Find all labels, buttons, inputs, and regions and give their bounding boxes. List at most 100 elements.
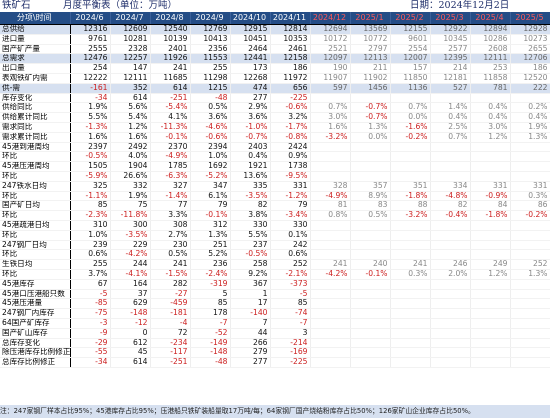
- table-cell[interactable]: -4.1%: [110, 269, 151, 280]
- table-cell[interactable]: [390, 337, 431, 349]
- table-cell[interactable]: 5: [190, 289, 231, 300]
- table-cell[interactable]: 2797: [350, 44, 391, 55]
- row-label[interactable]: 64国产矿库存: [0, 318, 71, 329]
- table-cell[interactable]: 1904: [110, 161, 151, 172]
- table-cell[interactable]: 1.6%: [310, 122, 351, 133]
- table-cell[interactable]: 10451: [230, 34, 271, 45]
- table-cell[interactable]: 3.3%: [150, 210, 191, 221]
- row-label[interactable]: 总库存比例修正: [0, 357, 71, 368]
- table-cell[interactable]: 72: [150, 328, 191, 339]
- table-cell[interactable]: -1.8%: [390, 191, 431, 202]
- table-cell[interactable]: -0.7%: [230, 132, 271, 143]
- table-cell[interactable]: [510, 141, 550, 153]
- table-cell[interactable]: 9.2%: [230, 269, 271, 280]
- row-label[interactable]: 总需求: [0, 53, 71, 65]
- table-cell[interactable]: 327: [150, 181, 191, 192]
- table-cell[interactable]: -4.8%: [430, 191, 471, 202]
- table-cell[interactable]: -3: [70, 318, 111, 329]
- table-cell[interactable]: 1.2%: [110, 122, 151, 133]
- table-cell[interactable]: 11972: [270, 73, 311, 84]
- table-cell[interactable]: [310, 298, 351, 310]
- table-cell[interactable]: 12113: [350, 53, 391, 65]
- table-cell[interactable]: -5.4%: [150, 102, 191, 114]
- table-cell[interactable]: [310, 151, 351, 163]
- table-cell[interactable]: -1.4%: [150, 191, 191, 202]
- table-cell[interactable]: [470, 289, 511, 300]
- table-cell[interactable]: -3.5%: [110, 230, 151, 241]
- column-header-month[interactable]: 2024/12: [310, 12, 351, 25]
- table-cell[interactable]: [350, 240, 391, 251]
- table-cell[interactable]: 332: [110, 181, 151, 192]
- table-cell[interactable]: 0.5%: [150, 249, 191, 261]
- table-cell[interactable]: -181: [150, 308, 191, 319]
- table-cell[interactable]: 252: [270, 259, 311, 270]
- table-cell[interactable]: -2.4%: [190, 269, 231, 280]
- table-cell[interactable]: 1785: [150, 161, 191, 172]
- table-cell[interactable]: 2.9%: [230, 102, 271, 114]
- table-cell[interactable]: 1.9%: [510, 122, 550, 133]
- table-cell[interactable]: 10273: [510, 34, 550, 45]
- table-cell[interactable]: [430, 92, 471, 104]
- table-cell[interactable]: 0.3%: [510, 191, 550, 202]
- table-cell[interactable]: [430, 278, 471, 290]
- table-cell[interactable]: 0.7%: [310, 102, 351, 114]
- row-label[interactable]: 45港口压港船只数: [0, 289, 71, 300]
- table-cell[interactable]: [470, 151, 511, 163]
- table-cell[interactable]: 12395: [430, 53, 471, 65]
- table-cell[interactable]: 266: [230, 337, 271, 349]
- table-cell[interactable]: [350, 289, 391, 300]
- table-cell[interactable]: [470, 357, 511, 368]
- table-cell[interactable]: -27: [150, 289, 191, 300]
- table-cell[interactable]: -1.2%: [270, 191, 311, 202]
- table-cell[interactable]: [510, 278, 550, 290]
- table-cell[interactable]: 211: [350, 63, 391, 74]
- table-cell[interactable]: -1.5%: [150, 269, 191, 280]
- table-cell[interactable]: [470, 278, 511, 290]
- table-cell[interactable]: -74: [270, 308, 311, 319]
- table-cell[interactable]: 12540: [150, 24, 191, 35]
- table-cell[interactable]: 0.0%: [390, 112, 431, 123]
- table-cell[interactable]: -9: [70, 328, 111, 339]
- table-cell[interactable]: [510, 249, 550, 261]
- table-cell[interactable]: 244: [110, 259, 151, 270]
- table-cell[interactable]: 10286: [470, 34, 511, 45]
- table-cell[interactable]: -5: [70, 289, 111, 300]
- table-cell[interactable]: 5.5%: [70, 112, 111, 123]
- table-cell[interactable]: [510, 357, 550, 368]
- row-label[interactable]: 进口量: [0, 34, 71, 45]
- table-cell[interactable]: -117: [150, 347, 191, 359]
- table-cell[interactable]: [390, 357, 431, 368]
- column-header-month[interactable]: 2024/7: [110, 12, 151, 25]
- table-cell[interactable]: [470, 171, 511, 182]
- table-cell[interactable]: -234: [150, 337, 191, 349]
- table-cell[interactable]: -251: [150, 357, 191, 368]
- table-cell[interactable]: 328: [310, 181, 351, 192]
- table-cell[interactable]: [350, 230, 391, 241]
- table-cell[interactable]: 781: [470, 83, 511, 94]
- table-cell[interactable]: 236: [190, 259, 231, 270]
- table-cell[interactable]: [310, 240, 351, 251]
- table-cell[interactable]: [470, 92, 511, 104]
- table-cell[interactable]: 367: [230, 278, 271, 290]
- table-cell[interactable]: [350, 171, 391, 182]
- table-cell[interactable]: 474: [230, 83, 271, 94]
- row-label[interactable]: 45港到港周均: [0, 141, 71, 153]
- table-cell[interactable]: -225: [270, 92, 311, 104]
- table-cell[interactable]: 1505: [70, 161, 111, 172]
- table-cell[interactable]: [470, 161, 511, 172]
- table-cell[interactable]: 3.7%: [70, 269, 111, 280]
- row-label[interactable]: 环比: [0, 249, 71, 261]
- column-header-month[interactable]: 2024/8: [150, 12, 191, 25]
- table-cell[interactable]: -34: [70, 357, 111, 368]
- table-cell[interactable]: [510, 347, 550, 359]
- table-cell[interactable]: 12814: [270, 24, 311, 35]
- table-cell[interactable]: [350, 161, 391, 172]
- row-label[interactable]: 国产矿山库存: [0, 328, 71, 339]
- table-cell[interactable]: 0: [110, 328, 151, 339]
- table-cell[interactable]: [430, 230, 471, 241]
- table-cell[interactable]: 2492: [110, 141, 151, 153]
- table-cell[interactable]: 77: [150, 200, 191, 212]
- table-cell[interactable]: 2.5%: [430, 122, 471, 133]
- table-cell[interactable]: 86: [510, 200, 550, 212]
- table-cell[interactable]: 11850: [390, 73, 431, 84]
